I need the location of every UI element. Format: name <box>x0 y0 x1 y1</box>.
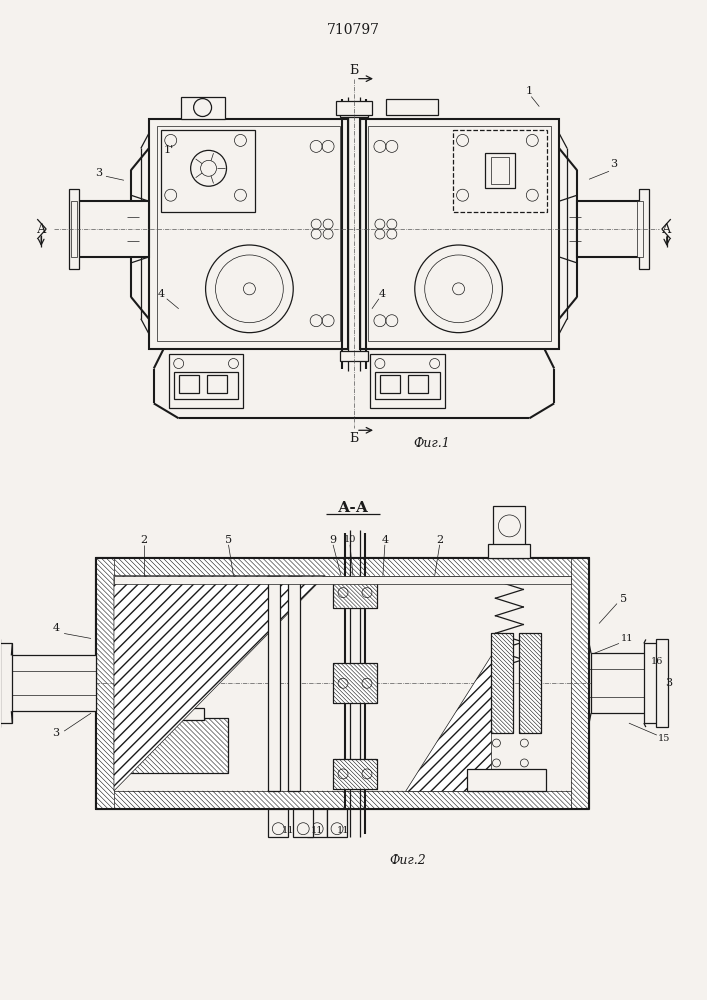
Bar <box>491 157 509 184</box>
Bar <box>467 769 547 791</box>
Bar <box>269 576 280 791</box>
Bar <box>114 576 571 584</box>
Text: 11: 11 <box>311 826 323 835</box>
Bar <box>386 99 438 115</box>
Bar <box>520 633 542 733</box>
Text: Фиг.2: Фиг.2 <box>390 854 426 867</box>
Text: 11: 11 <box>337 826 349 835</box>
Text: 5: 5 <box>620 594 628 604</box>
Bar <box>114 718 228 773</box>
Text: Фиг.1: Фиг.1 <box>414 437 450 450</box>
Bar <box>96 558 114 809</box>
Text: 16: 16 <box>650 657 663 666</box>
Circle shape <box>160 661 181 681</box>
Bar <box>288 576 300 791</box>
Text: 2: 2 <box>436 535 443 545</box>
Text: 3: 3 <box>95 168 103 178</box>
Bar <box>571 558 589 809</box>
Bar <box>96 558 589 576</box>
Text: 9: 9 <box>329 535 337 545</box>
Bar <box>293 809 313 837</box>
Bar <box>327 809 347 837</box>
Bar <box>333 759 377 789</box>
Text: 3: 3 <box>610 159 617 169</box>
Bar <box>644 643 658 723</box>
Text: 11: 11 <box>621 634 633 643</box>
Bar <box>157 126 340 341</box>
Bar <box>74 201 148 257</box>
Text: 11: 11 <box>282 826 295 835</box>
Text: 4: 4 <box>381 535 388 545</box>
Text: А: А <box>37 223 46 236</box>
Text: 1: 1 <box>526 86 533 96</box>
Bar <box>96 791 589 809</box>
Text: 2: 2 <box>140 535 147 545</box>
Bar <box>160 130 255 212</box>
Bar <box>174 372 238 399</box>
Bar <box>307 809 327 837</box>
Bar <box>637 201 643 257</box>
Text: Б: Б <box>349 64 358 77</box>
Text: 5: 5 <box>225 535 232 545</box>
Circle shape <box>194 99 211 117</box>
Bar <box>340 107 368 117</box>
Bar <box>491 633 513 733</box>
Text: 10: 10 <box>344 535 356 544</box>
Bar <box>333 578 377 608</box>
Bar <box>96 558 589 809</box>
Polygon shape <box>114 576 325 791</box>
Circle shape <box>131 661 151 681</box>
Bar <box>360 119 559 349</box>
Bar <box>134 708 204 720</box>
Bar <box>493 506 525 558</box>
Bar <box>206 375 226 393</box>
Bar <box>491 633 513 733</box>
Bar <box>639 189 649 269</box>
Text: 4: 4 <box>378 289 385 299</box>
Bar <box>340 351 368 361</box>
Bar <box>179 375 199 393</box>
Bar <box>370 354 445 408</box>
Bar <box>71 201 77 257</box>
Polygon shape <box>405 655 491 791</box>
Bar <box>269 809 288 837</box>
Bar <box>489 544 530 558</box>
Text: 3: 3 <box>52 728 59 738</box>
Bar <box>0 643 12 723</box>
Bar <box>486 153 515 188</box>
Bar <box>375 372 440 399</box>
Text: А: А <box>662 223 672 236</box>
Bar <box>656 639 667 727</box>
Bar <box>148 119 348 349</box>
Text: А-А: А-А <box>337 501 368 515</box>
Text: 4: 4 <box>157 289 164 299</box>
Bar <box>520 633 542 733</box>
Bar <box>336 101 372 115</box>
Text: 4: 4 <box>52 623 59 633</box>
Text: 15: 15 <box>658 734 670 743</box>
Bar <box>380 375 400 393</box>
Bar <box>577 201 642 257</box>
Text: 1': 1' <box>163 145 174 155</box>
Bar <box>169 354 243 408</box>
Text: Б: Б <box>349 432 358 445</box>
Text: 710797: 710797 <box>327 23 380 37</box>
Text: 3: 3 <box>665 678 672 688</box>
Bar <box>333 663 377 703</box>
Bar <box>69 189 79 269</box>
Bar <box>333 759 377 789</box>
Bar <box>181 97 225 119</box>
Bar <box>591 653 646 713</box>
Bar <box>408 375 428 393</box>
Bar <box>333 578 377 608</box>
Bar <box>333 663 377 703</box>
Bar <box>114 718 228 773</box>
Bar <box>11 655 96 711</box>
Bar <box>368 126 551 341</box>
Bar <box>452 130 547 212</box>
